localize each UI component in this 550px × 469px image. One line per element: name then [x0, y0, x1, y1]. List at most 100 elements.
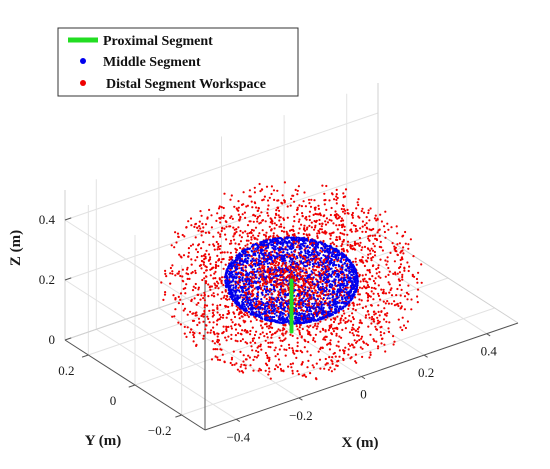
- distal-workspace-point: [400, 256, 404, 259]
- x-tick-label: 0.2: [418, 365, 434, 380]
- middle-segment-point: [334, 281, 337, 285]
- distal-workspace-point: [201, 278, 204, 282]
- middle-segment-point: [249, 313, 253, 316]
- distal-workspace-point: [394, 271, 397, 274]
- distal-workspace-point: [244, 216, 247, 219]
- distal-workspace-point: [336, 196, 339, 200]
- distal-workspace-point: [358, 236, 361, 240]
- middle-segment-point: [228, 281, 231, 285]
- distal-workspace-point: [276, 206, 280, 209]
- middle-segment-point: [305, 237, 308, 240]
- distal-workspace-point: [214, 284, 217, 287]
- distal-workspace-point: [279, 271, 282, 274]
- distal-workspace-point: [234, 334, 237, 337]
- distal-workspace-point: [371, 275, 374, 278]
- distal-workspace-point: [198, 220, 201, 223]
- middle-segment-point: [287, 241, 290, 244]
- distal-workspace-point: [218, 343, 221, 346]
- middle-segment-point: [226, 267, 229, 270]
- distal-workspace-point: [368, 249, 372, 252]
- distal-workspace-point: [216, 304, 219, 307]
- distal-workspace-point: [341, 226, 344, 229]
- middle-segment-point: [263, 243, 266, 246]
- distal-workspace-point: [211, 309, 214, 312]
- distal-workspace-point: [242, 354, 245, 357]
- middle-segment-point: [236, 303, 239, 306]
- distal-workspace-point: [258, 301, 261, 304]
- middle-segment-point: [340, 257, 343, 261]
- distal-workspace-point: [190, 272, 193, 275]
- middle-segment-point: [326, 297, 329, 300]
- distal-workspace-point: [368, 316, 371, 319]
- middle-segment-point: [350, 273, 353, 276]
- distal-workspace-point: [353, 240, 356, 244]
- distal-workspace-point: [250, 231, 253, 235]
- distal-workspace-point: [368, 294, 371, 297]
- distal-workspace-point: [280, 369, 283, 372]
- distal-workspace-point: [260, 257, 263, 260]
- distal-workspace-point: [221, 276, 224, 279]
- distal-workspace-point: [302, 280, 305, 283]
- middle-segment-point: [304, 292, 307, 295]
- distal-workspace-point: [305, 228, 308, 231]
- distal-workspace-point: [198, 225, 201, 228]
- distal-workspace-point: [317, 207, 320, 210]
- middle-segment-point: [259, 280, 262, 283]
- middle-segment-point: [303, 295, 306, 298]
- middle-segment-point: [230, 288, 233, 291]
- distal-workspace-point: [265, 325, 269, 328]
- middle-segment-point: [238, 256, 242, 259]
- middle-segment-point: [273, 280, 276, 283]
- distal-workspace-point: [216, 356, 219, 359]
- distal-workspace-point: [342, 309, 345, 312]
- middle-segment-point: [254, 264, 257, 268]
- distal-workspace-point: [280, 225, 283, 228]
- middle-segment-point: [283, 239, 286, 242]
- distal-workspace-point: [410, 308, 413, 311]
- middle-segment-point: [329, 300, 332, 303]
- distal-workspace-point: [235, 362, 238, 365]
- middle-segment-point: [334, 264, 338, 267]
- distal-workspace-point: [257, 271, 260, 274]
- middle-segment-point: [300, 260, 303, 263]
- middle-segment-point: [306, 245, 309, 248]
- distal-workspace-point: [210, 294, 213, 297]
- distal-workspace-point: [301, 351, 304, 354]
- distal-workspace-point: [208, 231, 211, 234]
- distal-workspace-point: [194, 282, 197, 286]
- distal-workspace-point: [278, 278, 281, 281]
- distal-workspace-point: [317, 266, 321, 269]
- middle-segment-point: [308, 263, 311, 266]
- distal-workspace-point: [339, 231, 342, 235]
- middle-segment-point: [304, 261, 307, 264]
- distal-workspace-point: [208, 321, 211, 324]
- x-tick-label: 0.4: [481, 344, 498, 359]
- distal-workspace-point: [291, 253, 294, 256]
- distal-workspace-point: [370, 228, 373, 231]
- distal-workspace-point: [301, 362, 304, 365]
- middle-segment-point: [249, 259, 252, 262]
- distal-workspace-point: [315, 327, 318, 330]
- middle-segment-point: [342, 279, 345, 282]
- distal-workspace-point: [320, 228, 323, 231]
- distal-workspace-point: [205, 249, 208, 252]
- middle-segment-point: [285, 236, 288, 239]
- middle-segment-point: [265, 285, 269, 288]
- distal-workspace-point: [326, 273, 329, 276]
- middle-segment-point: [246, 288, 250, 291]
- distal-workspace-point: [301, 361, 304, 364]
- distal-workspace-point: [190, 263, 193, 266]
- middle-segment-point: [251, 273, 254, 276]
- middle-segment-point: [312, 293, 315, 297]
- distal-workspace-point: [343, 312, 346, 315]
- distal-workspace-point: [352, 307, 355, 310]
- middle-segment-point: [325, 288, 328, 291]
- middle-segment-point: [299, 299, 302, 302]
- middle-segment-point: [244, 248, 247, 251]
- distal-workspace-point: [398, 284, 401, 287]
- distal-workspace-point: [328, 199, 331, 202]
- distal-workspace-point: [356, 303, 359, 306]
- distal-workspace-point: [338, 236, 341, 239]
- middle-segment-point: [331, 296, 334, 299]
- distal-workspace-point: [347, 212, 350, 215]
